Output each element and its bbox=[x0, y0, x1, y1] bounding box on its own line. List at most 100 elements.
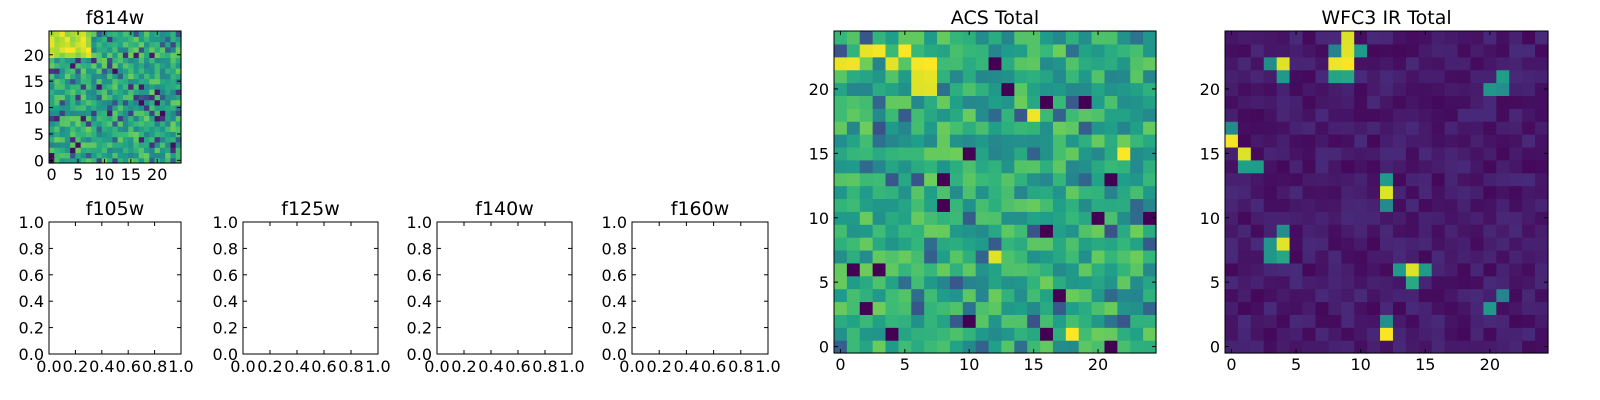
heatmap-cell bbox=[1065, 82, 1080, 96]
heatmap-cell bbox=[1143, 146, 1157, 161]
heatmap-cell bbox=[159, 46, 166, 53]
heatmap-cell bbox=[1117, 237, 1131, 251]
heatmap-cell bbox=[1509, 95, 1523, 109]
heatmap-cell bbox=[1535, 43, 1549, 58]
heatmap-cell bbox=[1522, 275, 1536, 290]
tick-label: 0 bbox=[835, 355, 845, 374]
heatmap-cell bbox=[898, 288, 912, 303]
heatmap-cell bbox=[107, 115, 113, 122]
heatmap-cell bbox=[1289, 185, 1304, 200]
heatmap-cell bbox=[1315, 82, 1329, 96]
heatmap-cell bbox=[154, 36, 161, 43]
heatmap-cell bbox=[859, 56, 874, 71]
heatmap-cell bbox=[1315, 288, 1329, 303]
heatmap-cell bbox=[1315, 146, 1329, 161]
heatmap-cell bbox=[96, 131, 103, 138]
heatmap-cell bbox=[96, 41, 103, 48]
heatmap-cell bbox=[1014, 185, 1028, 200]
heatmap-cell bbox=[1367, 211, 1381, 225]
axes-frame bbox=[436, 221, 573, 355]
heatmap-cell bbox=[1001, 314, 1015, 328]
heatmap-cell bbox=[988, 198, 1003, 212]
heatmap-cell bbox=[49, 73, 55, 80]
heatmap-cell bbox=[1509, 224, 1523, 238]
heatmap-cell bbox=[1367, 262, 1381, 277]
heatmap-cell bbox=[1431, 82, 1446, 96]
heatmap-cell bbox=[128, 120, 135, 127]
heatmap-cell bbox=[1354, 185, 1368, 200]
heatmap-cell bbox=[1250, 314, 1265, 328]
heatmap-cell bbox=[1289, 69, 1304, 84]
heatmap-cell bbox=[937, 211, 951, 225]
heatmap-cell bbox=[1091, 211, 1106, 225]
heatmap-cell bbox=[144, 46, 150, 53]
heatmap-cell bbox=[962, 56, 977, 71]
heatmap-cell bbox=[49, 147, 55, 154]
heatmap-cell bbox=[911, 159, 925, 174]
tick-label: 0.2 bbox=[257, 357, 282, 376]
tick-label: 10 bbox=[1200, 209, 1220, 228]
heatmap-cell bbox=[872, 301, 887, 315]
heatmap-cell bbox=[1470, 262, 1484, 277]
heatmap-cell bbox=[988, 211, 1003, 225]
heatmap-cell bbox=[138, 46, 145, 53]
heatmap-cell bbox=[1014, 69, 1028, 84]
heatmap-cell bbox=[165, 99, 172, 106]
heatmap-cell bbox=[975, 121, 990, 135]
heatmap-cell bbox=[1130, 121, 1144, 135]
heatmap-cell bbox=[846, 275, 861, 290]
heatmap-cell bbox=[133, 67, 140, 74]
heatmap-cell bbox=[85, 36, 92, 43]
heatmap-cell bbox=[1052, 95, 1067, 109]
heatmap-cell bbox=[962, 340, 977, 354]
heatmap-cell bbox=[1418, 69, 1433, 84]
heatmap-cell bbox=[96, 46, 103, 53]
heatmap-cell bbox=[54, 110, 61, 117]
heatmap-cell bbox=[898, 249, 912, 264]
tick-label: 0.8 bbox=[602, 239, 627, 258]
heatmap-cell bbox=[1078, 301, 1093, 315]
heatmap-cell bbox=[1091, 327, 1106, 341]
heatmap-cell bbox=[859, 185, 874, 200]
heatmap-cell bbox=[1078, 69, 1093, 84]
heatmap-cell bbox=[1040, 327, 1054, 341]
heatmap-cell bbox=[64, 46, 71, 53]
heatmap-cell bbox=[1380, 69, 1394, 84]
heatmap-cell bbox=[1418, 185, 1433, 200]
heatmap-cell bbox=[1302, 275, 1317, 290]
heatmap-cell bbox=[165, 83, 172, 90]
panel-title: WFC3 IR Total bbox=[1321, 7, 1451, 29]
heatmap-cell bbox=[1444, 314, 1459, 328]
heatmap-cell bbox=[1104, 314, 1118, 328]
heatmap-cell bbox=[165, 62, 172, 69]
heatmap-cell bbox=[122, 120, 129, 127]
heatmap-cell bbox=[80, 57, 87, 64]
heatmap-cell bbox=[1328, 249, 1342, 264]
heatmap-cell bbox=[1418, 237, 1433, 251]
heatmap-cell bbox=[117, 110, 124, 117]
heatmap-cell bbox=[75, 99, 82, 106]
heatmap-cell bbox=[1444, 198, 1459, 212]
heatmap-cell bbox=[846, 95, 861, 109]
heatmap-cell bbox=[49, 57, 55, 64]
heatmap-cell bbox=[1104, 69, 1118, 84]
heatmap-cell bbox=[988, 301, 1003, 315]
heatmap-cell bbox=[1483, 95, 1497, 109]
heatmap-cell bbox=[1143, 159, 1157, 174]
heatmap-cell bbox=[1027, 95, 1041, 109]
heatmap-cell bbox=[1315, 185, 1329, 200]
heatmap-cell bbox=[1250, 172, 1265, 187]
heatmap-cell bbox=[1225, 224, 1239, 238]
heatmap-cell bbox=[112, 141, 119, 148]
heatmap-cell bbox=[70, 115, 76, 122]
heatmap-cell bbox=[128, 67, 135, 74]
heatmap-cell bbox=[138, 83, 145, 90]
heatmap-cell bbox=[59, 147, 66, 154]
heatmap-cell bbox=[80, 62, 87, 69]
heatmap-cell bbox=[1354, 327, 1368, 341]
heatmap-cell bbox=[1457, 146, 1472, 161]
heatmap-cell bbox=[138, 36, 145, 43]
heatmap-cell bbox=[59, 52, 66, 58]
heatmap-cell bbox=[1104, 172, 1118, 187]
heatmap-cell bbox=[75, 78, 82, 85]
